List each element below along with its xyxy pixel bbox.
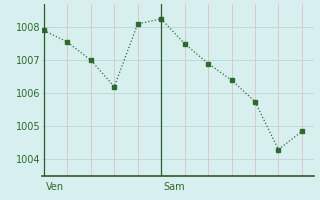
Text: Sam: Sam [164,182,185,192]
Text: Ven: Ven [46,182,64,192]
